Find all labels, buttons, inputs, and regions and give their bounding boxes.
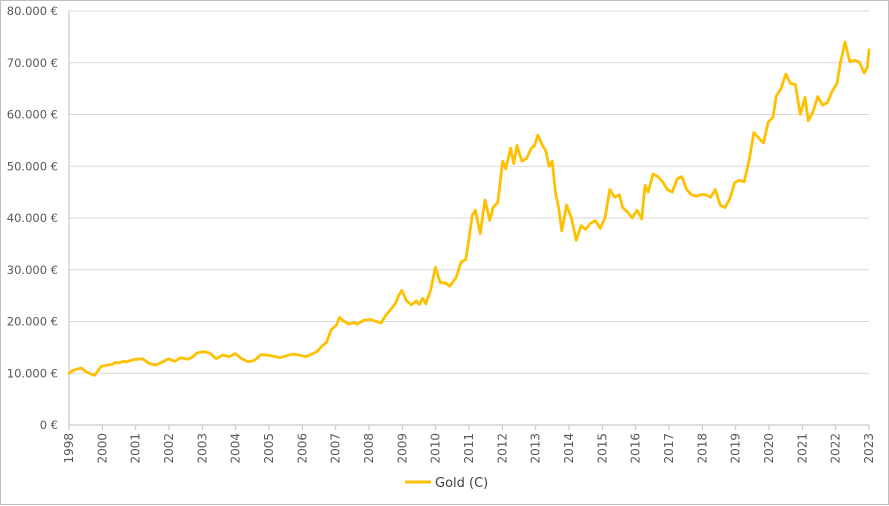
x-tick-label: 2023 bbox=[862, 433, 876, 464]
axes bbox=[68, 11, 870, 430]
x-tick-label: 2001 bbox=[129, 433, 143, 464]
y-tick-label: 70.000 € bbox=[7, 56, 58, 70]
y-tick-label: 20.000 € bbox=[7, 315, 58, 329]
x-tick-label: 2022 bbox=[829, 433, 843, 464]
y-tick-label: 80.000 € bbox=[7, 4, 58, 18]
x-tick-label: 2013 bbox=[529, 433, 543, 464]
x-tick-label: 2008 bbox=[362, 433, 376, 464]
x-axis-tick-labels: 1998 2000 2001 2002 2003 2004 2005 2006 2007 2008… bbox=[62, 433, 876, 464]
y-tick-label: 0 € bbox=[40, 418, 58, 432]
gridlines bbox=[69, 10, 869, 426]
x-tick-label: 2006 bbox=[295, 433, 309, 464]
x-tick-label: 2002 bbox=[162, 433, 176, 464]
x-tick-label: 2019 bbox=[729, 433, 743, 464]
x-tick-label: 2015 bbox=[595, 433, 609, 464]
y-tick-label: 40.000 € bbox=[7, 211, 58, 225]
x-tick-label: 2021 bbox=[795, 433, 809, 464]
y-axis-tick-labels: 0 € 10.000 € 20.000 € 30.000 € 40.000 € 50.00… bbox=[7, 4, 58, 432]
x-tick-label: 2018 bbox=[695, 433, 709, 464]
x-tick-label: 2012 bbox=[495, 433, 509, 464]
x-tick-label: 2005 bbox=[262, 433, 276, 464]
x-tick-label: 2007 bbox=[329, 433, 343, 464]
x-tick-label: 2010 bbox=[429, 433, 443, 464]
legend[interactable]: Gold (C) bbox=[405, 476, 488, 491]
x-tick-label: 2009 bbox=[395, 433, 409, 464]
series-layer bbox=[67, 40, 871, 377]
x-tick-label: 1998 bbox=[62, 433, 76, 464]
legend-label-gold: Gold (C) bbox=[435, 476, 488, 491]
series-line-gold bbox=[67, 40, 871, 377]
x-tick-label: 2000 bbox=[95, 433, 109, 464]
x-tick-label: 2003 bbox=[195, 433, 209, 464]
x-tick-label: 2011 bbox=[462, 433, 476, 464]
x-tick-label: 2017 bbox=[662, 433, 676, 464]
y-tick-label: 50.000 € bbox=[7, 159, 58, 173]
y-tick-label: 30.000 € bbox=[7, 263, 58, 277]
x-tick-label: 2014 bbox=[562, 433, 576, 464]
y-tick-label: 10.000 € bbox=[7, 366, 58, 380]
x-tick-label: 2004 bbox=[229, 433, 243, 464]
y-tick-label: 60.000 € bbox=[7, 108, 58, 122]
x-tick-label: 2016 bbox=[629, 433, 643, 464]
x-tick-label: 2020 bbox=[762, 433, 776, 464]
